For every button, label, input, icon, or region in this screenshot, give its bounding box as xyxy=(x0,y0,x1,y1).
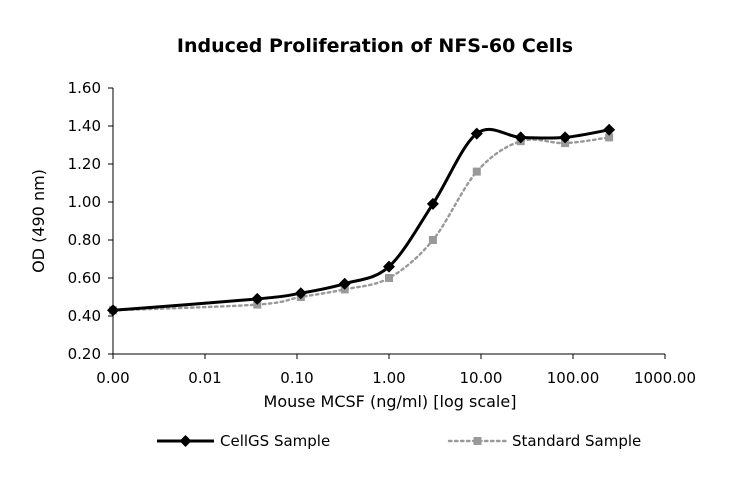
data-point-diamond xyxy=(338,277,351,290)
data-point-diamond xyxy=(603,123,616,136)
data-point-square xyxy=(472,167,481,176)
y-tick-label: 1.40 xyxy=(68,117,101,135)
series-line xyxy=(112,127,610,312)
data-point-diamond xyxy=(107,304,119,317)
legend-marker-diamond xyxy=(179,435,192,447)
x-tick-label: 1000.00 xyxy=(634,369,696,387)
x-tick-label: 100.00 xyxy=(547,369,600,387)
data-point-diamond xyxy=(383,260,395,273)
data-point-diamond xyxy=(251,292,264,305)
legend: CellGS Sample Standard Sample xyxy=(157,432,641,450)
series-line xyxy=(111,136,611,312)
chart-title: Induced Proliferation of NFS-60 Cells xyxy=(177,35,573,57)
x-tick-labels: 0.00 0.01 0.10 1.00 10.00 100.00 1000.00 xyxy=(96,369,696,387)
x-axis-title: Mouse MCSF (ng/ml) [log scale] xyxy=(264,392,517,411)
data-point-diamond xyxy=(514,131,527,144)
x-tick-marks xyxy=(112,354,666,359)
legend-label-cellgs: CellGS Sample xyxy=(220,432,330,450)
data-point-diamond xyxy=(426,197,439,210)
data-point-square xyxy=(385,274,393,282)
y-tick-label: 0.20 xyxy=(68,345,101,363)
x-tick-label: 1.00 xyxy=(372,369,405,387)
x-tick-label: 0.10 xyxy=(280,369,313,387)
x-tick-label: 0.00 xyxy=(96,369,129,387)
legend-item-standard: Standard Sample xyxy=(447,432,641,450)
legend-item-cellgs: CellGS Sample xyxy=(157,432,330,450)
y-axis-title: OD (490 nm) xyxy=(29,169,48,273)
data-point-diamond xyxy=(470,127,483,140)
y-axis: 0.20 0.40 0.60 0.80 1.00 1.20 1.40 1.60 OD (490… xyxy=(29,79,114,363)
y-tick-labels: 0.20 0.40 0.60 0.80 1.00 1.20 1.40 1.60 xyxy=(68,79,101,363)
y-tick-label: 1.20 xyxy=(68,155,101,173)
x-tick-label: 10.00 xyxy=(460,369,503,387)
x-tick-label: 0.01 xyxy=(188,369,221,387)
y-tick-label: 0.40 xyxy=(68,307,101,325)
data-point-square xyxy=(428,236,437,244)
series-cellgs xyxy=(107,123,616,317)
y-tick-label: 0.80 xyxy=(68,231,101,249)
legend-label-standard: Standard Sample xyxy=(512,432,641,450)
y-tick-label: 1.00 xyxy=(68,193,101,211)
y-tick-label: 0.60 xyxy=(68,269,101,287)
legend-marker-square xyxy=(473,437,482,445)
y-tick-marks xyxy=(108,87,113,355)
data-point-square xyxy=(605,133,614,142)
data-point-diamond xyxy=(559,131,572,144)
plot-area xyxy=(107,123,616,317)
y-tick-label: 1.60 xyxy=(68,79,101,97)
x-axis: 0.00 0.01 0.10 1.00 10.00 100.00 1000.00 Mouse… xyxy=(96,353,696,411)
data-point-diamond xyxy=(294,287,307,300)
series-standard xyxy=(109,133,614,315)
